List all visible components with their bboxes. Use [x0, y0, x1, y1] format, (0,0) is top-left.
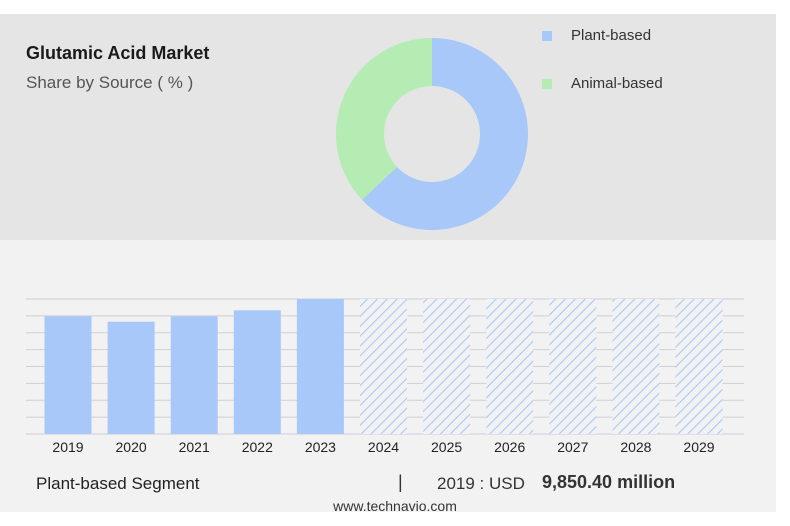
x-tick-label: 2023 [305, 439, 336, 455]
forecast-bar-2025 [423, 299, 471, 434]
x-tick-label: 2024 [368, 439, 399, 455]
bar-2022 [233, 310, 281, 434]
forecast-bar-2026 [486, 299, 534, 434]
donut-slice-plant-based [362, 38, 528, 230]
x-tick-label: 2025 [431, 439, 462, 455]
x-tick-label: 2020 [116, 439, 147, 455]
bar-2023 [296, 299, 344, 434]
donut-slice-animal-based [336, 38, 432, 200]
forecast-bar-2028 [612, 299, 660, 434]
chart-title: Glutamic Acid Market [26, 43, 210, 63]
x-tick-label: 2021 [179, 439, 210, 455]
x-tick-label: 2022 [242, 439, 273, 455]
legend-item-plant-based: Plant-based [542, 27, 651, 44]
footer-year-label: 2019 : USD [437, 474, 525, 493]
legend-item-animal-based: Animal-based [542, 75, 663, 92]
chart-subtitle: Share by Source ( % ) [26, 73, 194, 92]
legend-label-animal-based: Animal-based [571, 75, 663, 92]
legend-swatch-plant-based [542, 30, 552, 41]
footer-value: 9,850.40 million [542, 472, 676, 492]
donut-chart [336, 38, 528, 230]
website-url: www.technavio.com [333, 498, 457, 514]
forecast-bar-2029 [675, 299, 723, 434]
legend-swatch-animal-based [542, 78, 552, 89]
x-tick-label: 2026 [494, 439, 525, 455]
bar-chart: 2019 2020 2021 2022 2023 2024 2025 2026 2027 2028… [26, 298, 744, 455]
x-tick-label: 2019 [52, 439, 83, 455]
forecast-bar-2024 [360, 299, 407, 434]
legend-label-plant-based: Plant-based [571, 27, 652, 44]
bar-2020 [107, 321, 155, 434]
x-tick-label: 2028 [620, 439, 651, 455]
footer-segment-label: Plant-based Segment [36, 474, 200, 493]
footer-separator: | [398, 472, 403, 492]
bar-2021 [170, 316, 218, 434]
x-tick-label: 2029 [683, 439, 714, 455]
x-tick-label: 2027 [557, 439, 588, 455]
forecast-bar-2027 [549, 299, 597, 434]
bar-2019 [44, 316, 92, 434]
